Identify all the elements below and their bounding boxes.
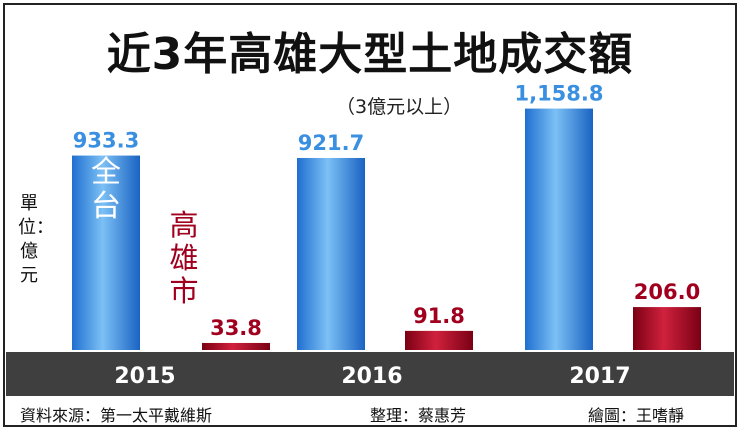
series-label-kaohsiung-char: 市 bbox=[169, 274, 198, 308]
editor-credit: 整理：蔡惠芳 bbox=[370, 406, 467, 425]
series-label-kaohsiung-char: 雄 bbox=[169, 241, 198, 275]
x-axis-band bbox=[6, 352, 734, 396]
chart-title: 近3年高雄大型土地成交額 bbox=[106, 29, 634, 80]
bar-kaohsiung-2017 bbox=[633, 307, 701, 350]
bar-taiwan-2017 bbox=[525, 108, 593, 350]
series-label-kaohsiung-char: 高 bbox=[169, 208, 198, 242]
value-label-taiwan-2016: 921.7 bbox=[298, 131, 364, 155]
x-tick-label-2015: 2015 bbox=[114, 364, 175, 389]
bar-taiwan-2015 bbox=[72, 155, 140, 350]
source-credit: 資料來源：第一太平戴維斯 bbox=[20, 406, 213, 425]
x-tick-label-2016: 2016 bbox=[341, 364, 402, 389]
illustrator-credit: 繪圖：王嗜靜 bbox=[588, 406, 685, 425]
value-label-taiwan-2017: 1,158.8 bbox=[514, 82, 603, 106]
value-label-kaohsiung-2016: 91.8 bbox=[413, 304, 465, 328]
value-label-taiwan-2015: 933.3 bbox=[73, 129, 139, 153]
bar-kaohsiung-2015 bbox=[202, 342, 270, 350]
x-tick-label-2017: 2017 bbox=[569, 364, 630, 389]
value-label-kaohsiung-2017: 206.0 bbox=[634, 280, 700, 304]
bar-kaohsiung-2016 bbox=[405, 330, 473, 350]
series-label-taiwan-char: 全 bbox=[91, 155, 121, 190]
series-label-taiwan-char: 台 bbox=[91, 189, 121, 224]
chart-subtitle: （3億元以上） bbox=[336, 96, 463, 118]
bar-taiwan-2016 bbox=[297, 157, 365, 350]
value-label-kaohsiung-2015: 33.8 bbox=[210, 316, 262, 340]
